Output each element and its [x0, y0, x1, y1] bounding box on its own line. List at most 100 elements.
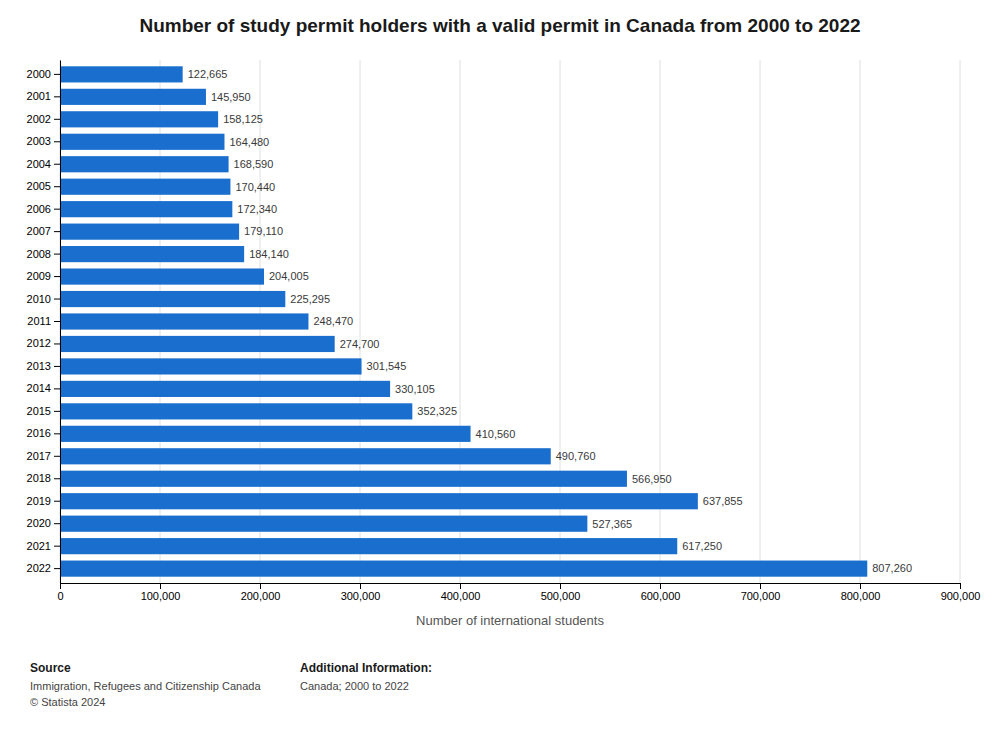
y-tick: 2021	[27, 540, 60, 552]
y-tick-mark	[54, 433, 60, 434]
data-label: 225,295	[290, 293, 330, 305]
bar	[60, 201, 232, 217]
y-tick: 2013	[27, 360, 60, 372]
y-tick-label: 2017	[27, 450, 51, 462]
annotation: Additional Information:	[300, 661, 432, 675]
y-tick-mark	[54, 186, 60, 187]
y-tick-mark	[54, 546, 60, 547]
x-tick-mark	[460, 583, 461, 589]
y-tick-mark	[54, 276, 60, 277]
grid-line	[960, 60, 961, 583]
y-tick: 2018	[27, 472, 60, 484]
y-tick-mark	[54, 501, 60, 502]
y-tick-mark	[54, 321, 60, 322]
bar	[60, 381, 390, 397]
data-label: 352,325	[417, 405, 457, 417]
x-tick: 900,000	[941, 583, 981, 602]
grid-line	[760, 60, 761, 583]
data-label: 274,700	[340, 338, 380, 350]
x-tick-label: 800,000	[841, 590, 881, 602]
y-tick-mark	[54, 523, 60, 524]
x-tick: 500,000	[541, 583, 581, 602]
annotation: Source	[30, 661, 71, 675]
y-tick: 2022	[27, 562, 60, 574]
x-tick-mark	[960, 583, 961, 589]
x-tick: 400,000	[441, 583, 481, 602]
bar	[60, 426, 471, 442]
footer: SourceImmigration, Refugees and Citizens…	[30, 661, 432, 708]
y-axis: 2000200120022003200420052006200720082009…	[27, 61, 61, 584]
data-label: 164,480	[229, 136, 269, 148]
y-tick-mark	[54, 366, 60, 367]
data-label: 527,365	[592, 518, 632, 530]
bar	[60, 179, 230, 195]
data-label: 170,440	[235, 181, 275, 193]
y-tick-label: 2007	[27, 225, 51, 237]
bar	[60, 313, 308, 329]
bar	[60, 538, 677, 554]
data-label: 248,470	[313, 315, 353, 327]
y-tick-mark	[54, 478, 60, 479]
y-tick: 2019	[27, 495, 60, 507]
y-tick: 2014	[27, 382, 60, 394]
data-label: 566,950	[632, 473, 672, 485]
y-tick-mark	[54, 164, 60, 165]
x-tick-label: 100,000	[141, 590, 181, 602]
y-tick: 2003	[27, 135, 60, 147]
y-tick-label: 2021	[27, 540, 51, 552]
y-tick-label: 2004	[27, 158, 51, 170]
y-tick-mark	[54, 568, 60, 569]
y-tick: 2011	[27, 315, 60, 327]
y-tick-mark	[54, 141, 60, 142]
y-tick-mark	[54, 388, 60, 389]
y-tick: 2006	[27, 203, 60, 215]
bar	[60, 268, 264, 284]
x-tick: 300,000	[341, 583, 381, 602]
y-tick-label: 2006	[27, 203, 51, 215]
y-tick-label: 2010	[27, 293, 51, 305]
x-tick-mark	[860, 583, 861, 589]
title: Number of study permit holders with a va…	[139, 15, 860, 36]
grid-line	[860, 60, 861, 583]
x-axis-line	[61, 583, 961, 584]
y-tick: 2000	[27, 68, 60, 80]
data-label: 490,760	[556, 450, 596, 462]
y-tick-label: 2005	[27, 180, 51, 192]
x-tick-mark	[260, 583, 261, 589]
y-tick-mark	[54, 456, 60, 457]
y-tick: 2005	[27, 180, 60, 192]
y-tick-label: 2000	[27, 68, 51, 80]
bar	[60, 493, 698, 509]
bar	[60, 156, 229, 172]
y-tick: 2016	[27, 427, 60, 439]
y-tick: 2001	[27, 90, 60, 102]
bar	[60, 448, 551, 464]
y-tick-mark	[54, 343, 60, 344]
bar	[60, 134, 224, 150]
data-label: 145,950	[211, 91, 251, 103]
bar	[60, 224, 239, 240]
y-tick: 2010	[27, 293, 60, 305]
annotation: Canada; 2000 to 2022	[300, 680, 409, 692]
bars	[60, 66, 867, 576]
data-label: 301,545	[367, 360, 407, 372]
y-tick-label: 2003	[27, 135, 51, 147]
x-tick-mark	[660, 583, 661, 589]
chart: Number of study permit holders with a va…	[0, 0, 1000, 743]
y-tick-mark	[54, 74, 60, 75]
y-tick-label: 2018	[27, 472, 51, 484]
x-axis-title: Number of international students	[416, 613, 604, 628]
y-tick-mark	[54, 254, 60, 255]
data-label: 807,260	[872, 562, 912, 574]
x-tick-label: 700,000	[741, 590, 781, 602]
y-tick: 2007	[27, 225, 60, 237]
y-axis-line	[60, 61, 61, 584]
x-tick-mark	[560, 583, 561, 589]
y-tick-label: 2016	[27, 427, 51, 439]
bar	[60, 403, 412, 419]
x-tick-label: 0	[57, 590, 63, 602]
y-tick-label: 2009	[27, 270, 51, 282]
y-tick-mark	[54, 209, 60, 210]
y-tick-label: 2011	[27, 315, 51, 327]
bar	[60, 516, 587, 532]
